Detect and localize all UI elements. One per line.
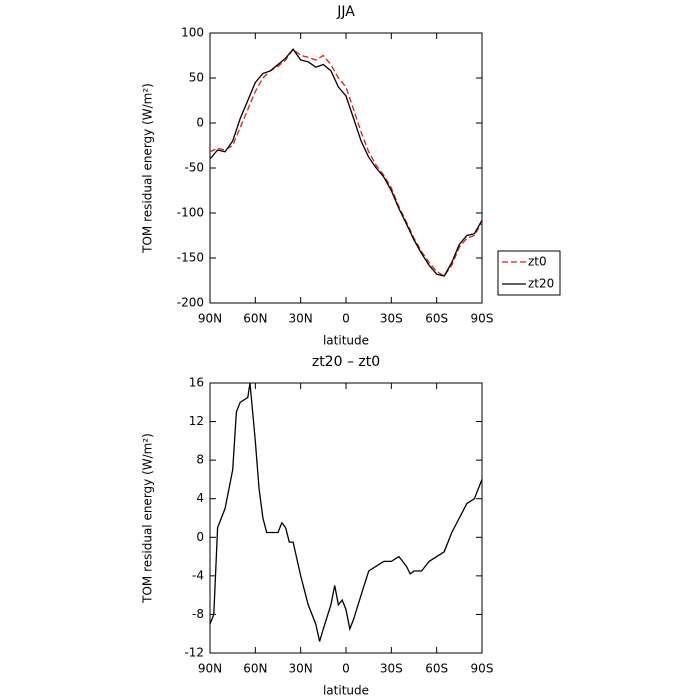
y-tick-label: -200	[177, 296, 204, 310]
y-tick-label: 100	[181, 26, 204, 40]
x-tick-label: 60N	[243, 662, 267, 676]
x-tick-label: 60S	[425, 662, 448, 676]
y-tick-label: 0	[196, 116, 204, 130]
legend-box	[497, 250, 561, 296]
plot-frame	[209, 32, 483, 304]
legend-label: zt20	[528, 277, 554, 291]
y-tick-label: 4	[196, 491, 204, 505]
y-tick-label: -4	[192, 568, 204, 582]
x-tick-label: 30S	[380, 312, 403, 326]
y-tick-label: 16	[189, 376, 204, 390]
legend-label: zt0	[528, 255, 547, 269]
y-tick-label: -8	[192, 607, 204, 621]
x-tick-label: 0	[342, 312, 350, 326]
y-tick-label: -100	[177, 206, 204, 220]
y-tick-label: 8	[196, 453, 204, 467]
x-axis-label: latitude	[323, 334, 369, 348]
y-axis-label: TOM residual energy (W/m²)	[141, 83, 155, 254]
x-tick-label: 60N	[243, 312, 267, 326]
y-tick-label: -50	[184, 161, 204, 175]
x-tick-label: 90N	[198, 312, 222, 326]
data-line	[209, 48, 483, 277]
x-tick-label: 60S	[425, 312, 448, 326]
y-tick-label: 50	[189, 71, 204, 85]
data-line	[209, 382, 483, 642]
plot-frame	[209, 382, 483, 654]
x-axis-label: latitude	[323, 684, 369, 698]
y-tick-label: 0	[196, 530, 204, 544]
data-line	[209, 48, 483, 277]
x-tick-label: 30S	[380, 662, 403, 676]
x-tick-label: 90N	[198, 662, 222, 676]
chart-title: JJA	[336, 4, 355, 20]
chart-title: zt20 – zt0	[312, 354, 380, 370]
y-axis-label: TOM residual energy (W/m²)	[141, 433, 155, 604]
y-tick-label: -12	[184, 646, 204, 660]
y-tick-label: -150	[177, 251, 204, 265]
x-tick-label: 90S	[471, 312, 494, 326]
x-tick-label: 90S	[471, 662, 494, 676]
x-tick-label: 30N	[289, 662, 313, 676]
x-tick-label: 0	[342, 662, 350, 676]
x-tick-label: 30N	[289, 312, 313, 326]
y-tick-label: 12	[189, 414, 204, 428]
